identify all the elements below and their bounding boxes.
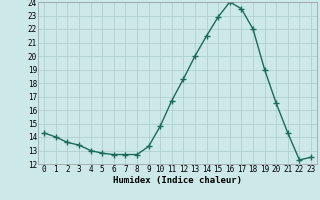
X-axis label: Humidex (Indice chaleur): Humidex (Indice chaleur) (113, 176, 242, 185)
